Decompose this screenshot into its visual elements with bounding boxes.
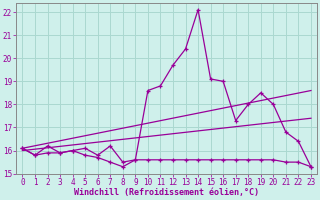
X-axis label: Windchill (Refroidissement éolien,°C): Windchill (Refroidissement éolien,°C)	[74, 188, 259, 197]
